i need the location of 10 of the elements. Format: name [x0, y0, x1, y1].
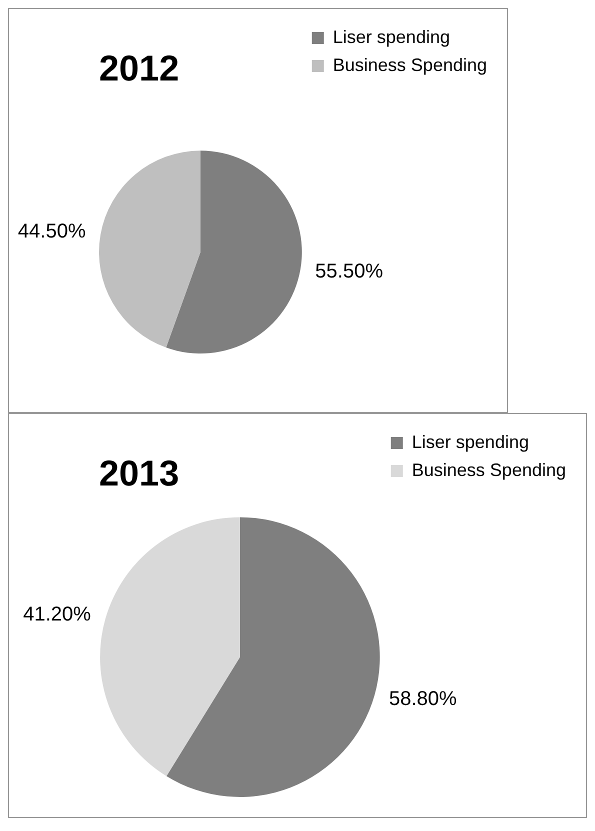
legend-label: Business Spending — [412, 460, 566, 480]
legend-label: Liser spending — [332, 26, 450, 47]
legend-label: Business Spending — [332, 54, 487, 75]
data-label: 58.80% — [388, 688, 458, 710]
data-label: 41.20% — [23, 603, 92, 626]
text: 2012 — [99, 48, 180, 89]
text: 2013 — [99, 452, 180, 494]
legend-label: Liser spending — [412, 432, 529, 452]
data-label: 44.50% — [18, 220, 86, 243]
data-label: 55.50% — [315, 260, 384, 283]
